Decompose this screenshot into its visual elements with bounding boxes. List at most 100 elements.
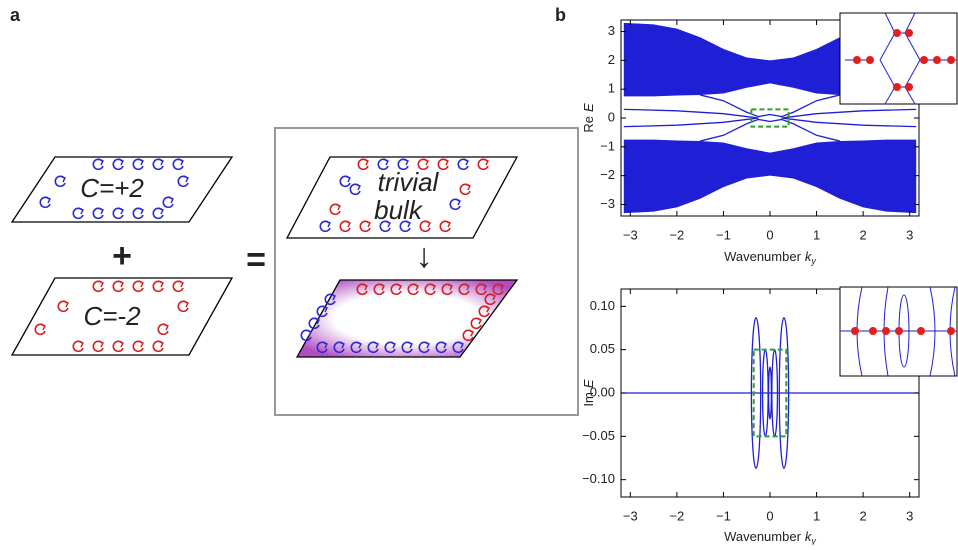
spin-icon bbox=[98, 207, 104, 215]
x-tick-label: −3 bbox=[623, 227, 638, 242]
spin-icon bbox=[481, 283, 487, 291]
spin-icon bbox=[413, 283, 419, 291]
spin-icon bbox=[425, 220, 431, 228]
highlight-box bbox=[750, 108, 790, 128]
plus: + bbox=[112, 237, 132, 275]
y-axis-var: E bbox=[581, 379, 596, 388]
x-axis-var: k bbox=[805, 529, 813, 544]
spin-icon bbox=[490, 293, 496, 301]
x-tick-label: −1 bbox=[716, 227, 731, 242]
spin-icon bbox=[424, 341, 430, 349]
x-axis-label: Wavenumber ky bbox=[724, 249, 816, 266]
spin-icon bbox=[405, 220, 411, 228]
spin-icon bbox=[158, 340, 164, 348]
spin-icon bbox=[183, 300, 189, 308]
loop bbox=[778, 316, 790, 470]
x-axis-label: Wavenumber bbox=[724, 249, 801, 264]
y-tick-label: 0.10 bbox=[590, 298, 615, 313]
spin-icon bbox=[458, 341, 464, 349]
spin-icon bbox=[356, 341, 362, 349]
spin-icon bbox=[330, 293, 336, 301]
spin-icon bbox=[60, 175, 66, 183]
panel-label: a bbox=[10, 5, 21, 25]
spin-icon bbox=[158, 158, 164, 166]
x-tick-label: −1 bbox=[716, 508, 731, 523]
curve bbox=[781, 108, 917, 119]
spin-icon bbox=[98, 158, 104, 166]
spin-icon bbox=[118, 207, 124, 215]
spin-icon bbox=[465, 183, 471, 191]
spin-icon bbox=[138, 158, 144, 166]
spin-icon bbox=[325, 220, 331, 228]
spin-icon bbox=[158, 207, 164, 215]
spin-icon bbox=[345, 175, 351, 183]
arrow: ↓ bbox=[416, 237, 433, 275]
spin-icon bbox=[322, 305, 328, 313]
band-area bbox=[623, 139, 917, 214]
spin-icon bbox=[40, 323, 46, 331]
spin-icon bbox=[168, 196, 174, 204]
y-tick-label: −0.05 bbox=[582, 428, 615, 443]
spin-icon bbox=[178, 280, 184, 288]
spin-icon bbox=[447, 283, 453, 291]
spin-icon bbox=[445, 220, 451, 228]
spin-icon bbox=[98, 280, 104, 288]
y-tick-label: 1 bbox=[608, 81, 615, 96]
spin-icon bbox=[468, 329, 474, 337]
y-tick-label: −1 bbox=[600, 138, 615, 153]
plate bbox=[285, 156, 519, 239]
spin-icon bbox=[78, 207, 84, 215]
spin-icon bbox=[306, 329, 312, 337]
y-tick-label: −2 bbox=[600, 167, 615, 182]
spin-icon bbox=[441, 341, 447, 349]
spin-icon bbox=[118, 340, 124, 348]
spin-icon bbox=[118, 158, 124, 166]
chern-label: C=-2 bbox=[83, 301, 141, 331]
curve bbox=[699, 94, 841, 118]
panel-label: b bbox=[555, 5, 566, 25]
x-tick-label: 0 bbox=[766, 227, 773, 242]
spin-icon bbox=[483, 158, 489, 166]
spin-icon bbox=[339, 341, 345, 349]
spin-icon bbox=[345, 220, 351, 228]
y-tick-label: 0.00 bbox=[590, 384, 615, 399]
y-axis-label: Im E bbox=[581, 379, 596, 406]
y-axis-label: Re bbox=[581, 116, 596, 133]
x-tick-label: −3 bbox=[623, 508, 638, 523]
y-tick-label: 3 bbox=[608, 23, 615, 38]
result-box bbox=[274, 127, 579, 416]
y-tick-label: 0 bbox=[608, 109, 615, 124]
spin-icon bbox=[363, 158, 369, 166]
spin-icon bbox=[138, 207, 144, 215]
curve bbox=[699, 118, 841, 142]
spin-icon bbox=[430, 283, 436, 291]
spin-icon bbox=[498, 283, 504, 291]
y-axis-var: E bbox=[581, 103, 596, 112]
inset-dots bbox=[851, 327, 955, 335]
y-tick-label: −0.10 bbox=[582, 471, 615, 486]
x-axis-var: k bbox=[805, 249, 813, 264]
spin-icon bbox=[365, 220, 371, 228]
spin-icon bbox=[178, 158, 184, 166]
plate bbox=[10, 156, 234, 223]
inset bbox=[839, 12, 958, 377]
chern-label: C=+2 bbox=[80, 173, 144, 203]
curve bbox=[623, 108, 759, 119]
spin-icon bbox=[138, 340, 144, 348]
spin-icon bbox=[455, 198, 461, 206]
inset-dots bbox=[853, 29, 955, 91]
spin-icon bbox=[138, 280, 144, 288]
x-tick-label: 3 bbox=[906, 508, 913, 523]
y-tick-label: 0.05 bbox=[590, 341, 615, 356]
spin-icon bbox=[183, 175, 189, 183]
x-tick-label: 2 bbox=[860, 227, 867, 242]
x-tick-label: 0 bbox=[766, 508, 773, 523]
spin-icon bbox=[423, 158, 429, 166]
panel-a: C=+2 + C=-2 = trivial bulk ↓ bbox=[10, 127, 579, 416]
y-axis-label: Im bbox=[581, 392, 596, 406]
spin-icon bbox=[335, 203, 341, 211]
spin-icon bbox=[373, 341, 379, 349]
y-axis-label: Re E bbox=[581, 103, 596, 133]
curve bbox=[781, 117, 917, 128]
spin-icon bbox=[464, 283, 470, 291]
